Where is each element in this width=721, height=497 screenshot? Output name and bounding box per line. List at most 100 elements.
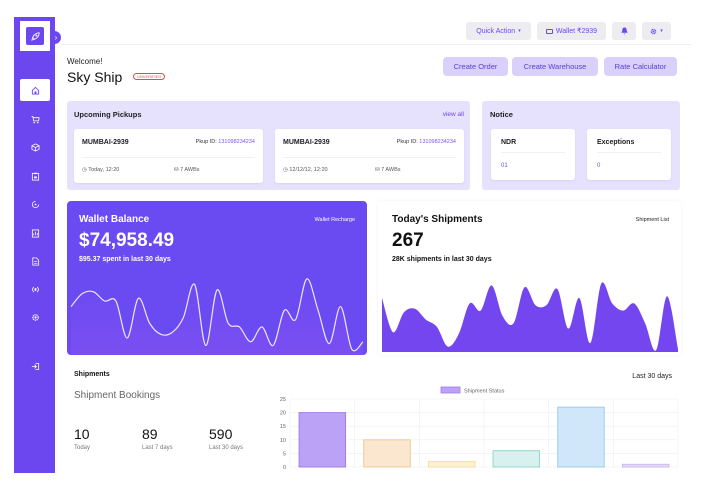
- notice-value: 01: [501, 163, 508, 169]
- wallet-sparkline-area: [71, 278, 363, 355]
- home-icon: [31, 86, 39, 95]
- sidebar-item-package[interactable]: [20, 136, 50, 158]
- notice-card-ndr[interactable]: NDR 01: [491, 129, 575, 180]
- y-tick-label: 10: [280, 438, 286, 444]
- notice-label: Exceptions: [597, 139, 635, 146]
- sidebar-item-orders[interactable]: [20, 165, 50, 187]
- sidebar-item-cart[interactable]: [20, 108, 50, 130]
- pickup-warehouse: MUMBAI-2939: [283, 139, 330, 146]
- sidebar-item-invoices[interactable]: [20, 250, 50, 272]
- notice-card-exceptions[interactable]: Exceptions 0: [587, 129, 671, 180]
- y-tick-label: 25: [280, 397, 286, 403]
- divider: [283, 157, 456, 158]
- wallet-icon: [545, 28, 553, 34]
- sidebar-item-integrations[interactable]: [20, 278, 50, 300]
- pickup-card[interactable]: MUMBAI-2939 Pkup ID: 131098234234 ◷ Toda…: [74, 129, 263, 183]
- clock-icon: ◷: [283, 167, 288, 173]
- pickup-awbs: ⛁ 7 AWBs: [174, 167, 200, 173]
- sidebar-collapse-button[interactable]: ›: [51, 31, 61, 44]
- sidebar-item-home[interactable]: [20, 79, 50, 101]
- notice-label: NDR: [501, 139, 517, 146]
- shipments-sub: 28K shipments in last 30 days: [392, 256, 492, 263]
- bar: [492, 450, 541, 468]
- shipments-sparkline: [382, 282, 678, 352]
- wallet-amount: $74,958.49: [79, 230, 175, 251]
- notice-value: 0: [597, 163, 601, 169]
- bar-chart-svg: Shipment Status 0 5 10 15 20 25: [280, 386, 679, 471]
- quick-action-button[interactable]: Quick Action ▾: [466, 22, 531, 40]
- pickup-awbs: ⛁ 7 AWBs: [375, 167, 401, 173]
- bar: [427, 461, 476, 468]
- divider: [501, 152, 565, 153]
- file-icon: [31, 256, 39, 266]
- date-range-selector[interactable]: Last 30 days: [632, 373, 672, 380]
- create-order-button[interactable]: Create Order: [443, 57, 508, 76]
- wallet-spent: $95.37 spent in last 30 days: [79, 256, 171, 263]
- notifications-button[interactable]: [612, 22, 636, 40]
- stat-label: Last 30 days: [209, 445, 244, 451]
- sidebar: [14, 17, 55, 473]
- shipments-title: Today's Shipments: [392, 214, 483, 225]
- sidebar-item-reports[interactable]: [20, 222, 50, 244]
- topbar-divider: [61, 44, 691, 45]
- stat-value: 590: [209, 426, 233, 442]
- wallet-recharge-link[interactable]: Wallet Recharge: [314, 217, 355, 223]
- wallet-label: Wallet ₹2939: [555, 28, 598, 35]
- pickup-id: Pkup ID: 131098234234: [196, 139, 255, 145]
- pickup-time-value: 12/12/12, 12:20: [289, 167, 328, 173]
- pickup-time: ◷ Today, 12:20: [82, 167, 119, 173]
- bar: [298, 412, 347, 468]
- wallet-balance-card: Wallet Balance Wallet Recharge $74,958.4…: [67, 201, 367, 355]
- pickup-id-label: Pkup ID:: [195, 139, 217, 145]
- bookings-title: Shipment Bookings: [74, 390, 161, 401]
- y-tick-label: 5: [283, 451, 286, 457]
- chevron-right-icon: ›: [54, 33, 58, 42]
- divider: [597, 152, 661, 153]
- gear-icon: [650, 28, 657, 34]
- logo[interactable]: [20, 21, 50, 51]
- logout-icon: [31, 362, 39, 370]
- pickup-id-value[interactable]: 131098234234: [218, 139, 255, 145]
- stat-today: 10 Today: [74, 426, 90, 451]
- y-tick-label: 15: [280, 424, 286, 430]
- pickup-awbs-value: 7 AWBs: [381, 167, 401, 173]
- wallet-title: Wallet Balance: [79, 214, 150, 225]
- plug-icon: [31, 286, 39, 292]
- y-tick-label: 20: [280, 411, 286, 417]
- pickup-card[interactable]: MUMBAI-2939 Pkup ID: 131098234234 ◷ 12/1…: [275, 129, 464, 183]
- shipment-status-chart: Shipment Status 0 5 10 15 20 25: [270, 383, 685, 475]
- pickup-id-value[interactable]: 131098234234: [419, 139, 456, 145]
- unverified-badge: UNVERIFIED: [133, 73, 166, 80]
- bar: [621, 463, 670, 468]
- gear-icon: [31, 313, 39, 321]
- pickup-warehouse: MUMBAI-2939: [82, 139, 129, 146]
- rotate-icon: [31, 200, 39, 208]
- bar: [557, 406, 605, 468]
- sidebar-item-logout[interactable]: [20, 355, 50, 377]
- pickups-title: Upcoming Pickups: [74, 110, 142, 119]
- welcome-text: Welcome!: [67, 57, 103, 66]
- y-tick-label: 0: [283, 465, 286, 471]
- shipments-count: 267: [392, 230, 424, 251]
- notice-title: Notice: [490, 110, 513, 119]
- clock-icon: ◷: [82, 167, 87, 173]
- view-all-link[interactable]: view all: [442, 111, 464, 118]
- cart-icon: [30, 115, 40, 123]
- bell-icon: [620, 27, 628, 35]
- wallet-button[interactable]: Wallet ₹2939: [537, 22, 606, 40]
- rocket-icon: [26, 27, 44, 45]
- company-name: Sky Ship: [67, 69, 123, 85]
- notice-panel: Notice NDR 01 Exceptions 0: [482, 101, 680, 190]
- boxes-icon: ⛁: [174, 167, 179, 173]
- stat-label: Today: [74, 445, 91, 451]
- settings-dropdown[interactable]: ▾: [642, 22, 671, 40]
- divider: [82, 157, 255, 158]
- sidebar-item-settings[interactable]: [20, 306, 50, 328]
- sidebar-item-returns[interactable]: [20, 193, 50, 215]
- shipment-list-link[interactable]: Shipment List: [635, 217, 669, 223]
- caret-down-icon: ▾: [518, 28, 521, 34]
- stat-value: 10: [74, 426, 90, 442]
- create-warehouse-button[interactable]: Create Warehouse: [512, 57, 598, 76]
- rate-calculator-button[interactable]: Rate Calculator: [604, 57, 677, 76]
- clipboard-icon: [31, 172, 39, 181]
